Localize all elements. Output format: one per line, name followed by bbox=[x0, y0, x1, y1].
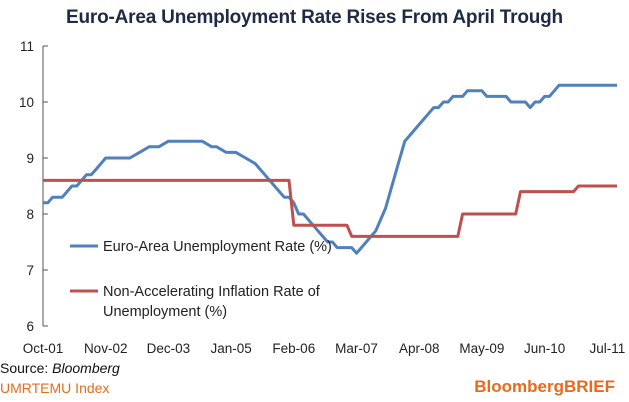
x-tick-label: Dec-03 bbox=[147, 341, 191, 356]
source-name: Bloomberg bbox=[52, 360, 120, 376]
x-tick-label: Jan-05 bbox=[210, 341, 251, 356]
chart-axes: 6 7 8 9 10 11 Oct-01 Nov-02 Dec-03 Jan-05 Feb-06 Ma… bbox=[19, 39, 625, 356]
legend-label-unemployment: Euro-Area Unemployment Rate (%) bbox=[103, 239, 332, 255]
chart-title: Euro-Area Unemployment Rate Rises From A… bbox=[66, 7, 563, 28]
y-tick-label: 6 bbox=[26, 319, 34, 334]
y-tick-label: 8 bbox=[26, 207, 34, 222]
y-tick-label: 10 bbox=[19, 95, 34, 110]
chart-legend: Euro-Area Unemployment Rate (%) Non-Accel… bbox=[70, 239, 332, 320]
brand-logo-text: BloombergBRIEF bbox=[474, 377, 615, 396]
x-tick-label: Nov-02 bbox=[84, 341, 128, 356]
legend-label-nairu: Non-Accelerating Inflation Rate of bbox=[103, 284, 321, 300]
legend-label-nairu: Unemployment (%) bbox=[103, 304, 227, 320]
y-tick-label: 9 bbox=[26, 151, 34, 166]
x-tick-label: Feb-06 bbox=[272, 341, 315, 356]
ticker-label: UMRTEMU Index bbox=[0, 380, 110, 396]
x-tick-label: May-09 bbox=[459, 341, 504, 356]
x-tick-label: Oct-01 bbox=[23, 341, 64, 356]
source-prefix: Source: bbox=[0, 360, 53, 376]
series-layer bbox=[43, 83, 617, 255]
x-tick-label: Apr-08 bbox=[399, 341, 440, 356]
x-tick-label: Jul-11 bbox=[589, 341, 625, 356]
source-note: Source: Bloomberg bbox=[0, 360, 120, 376]
x-tick-label: Mar-07 bbox=[335, 341, 378, 356]
y-tick-label: 11 bbox=[20, 39, 34, 54]
x-tick-label: Jun-10 bbox=[524, 341, 565, 356]
nairu-line bbox=[43, 178, 617, 238]
y-tick-label: 7 bbox=[26, 263, 34, 278]
unemployment-rate-line bbox=[43, 83, 617, 255]
